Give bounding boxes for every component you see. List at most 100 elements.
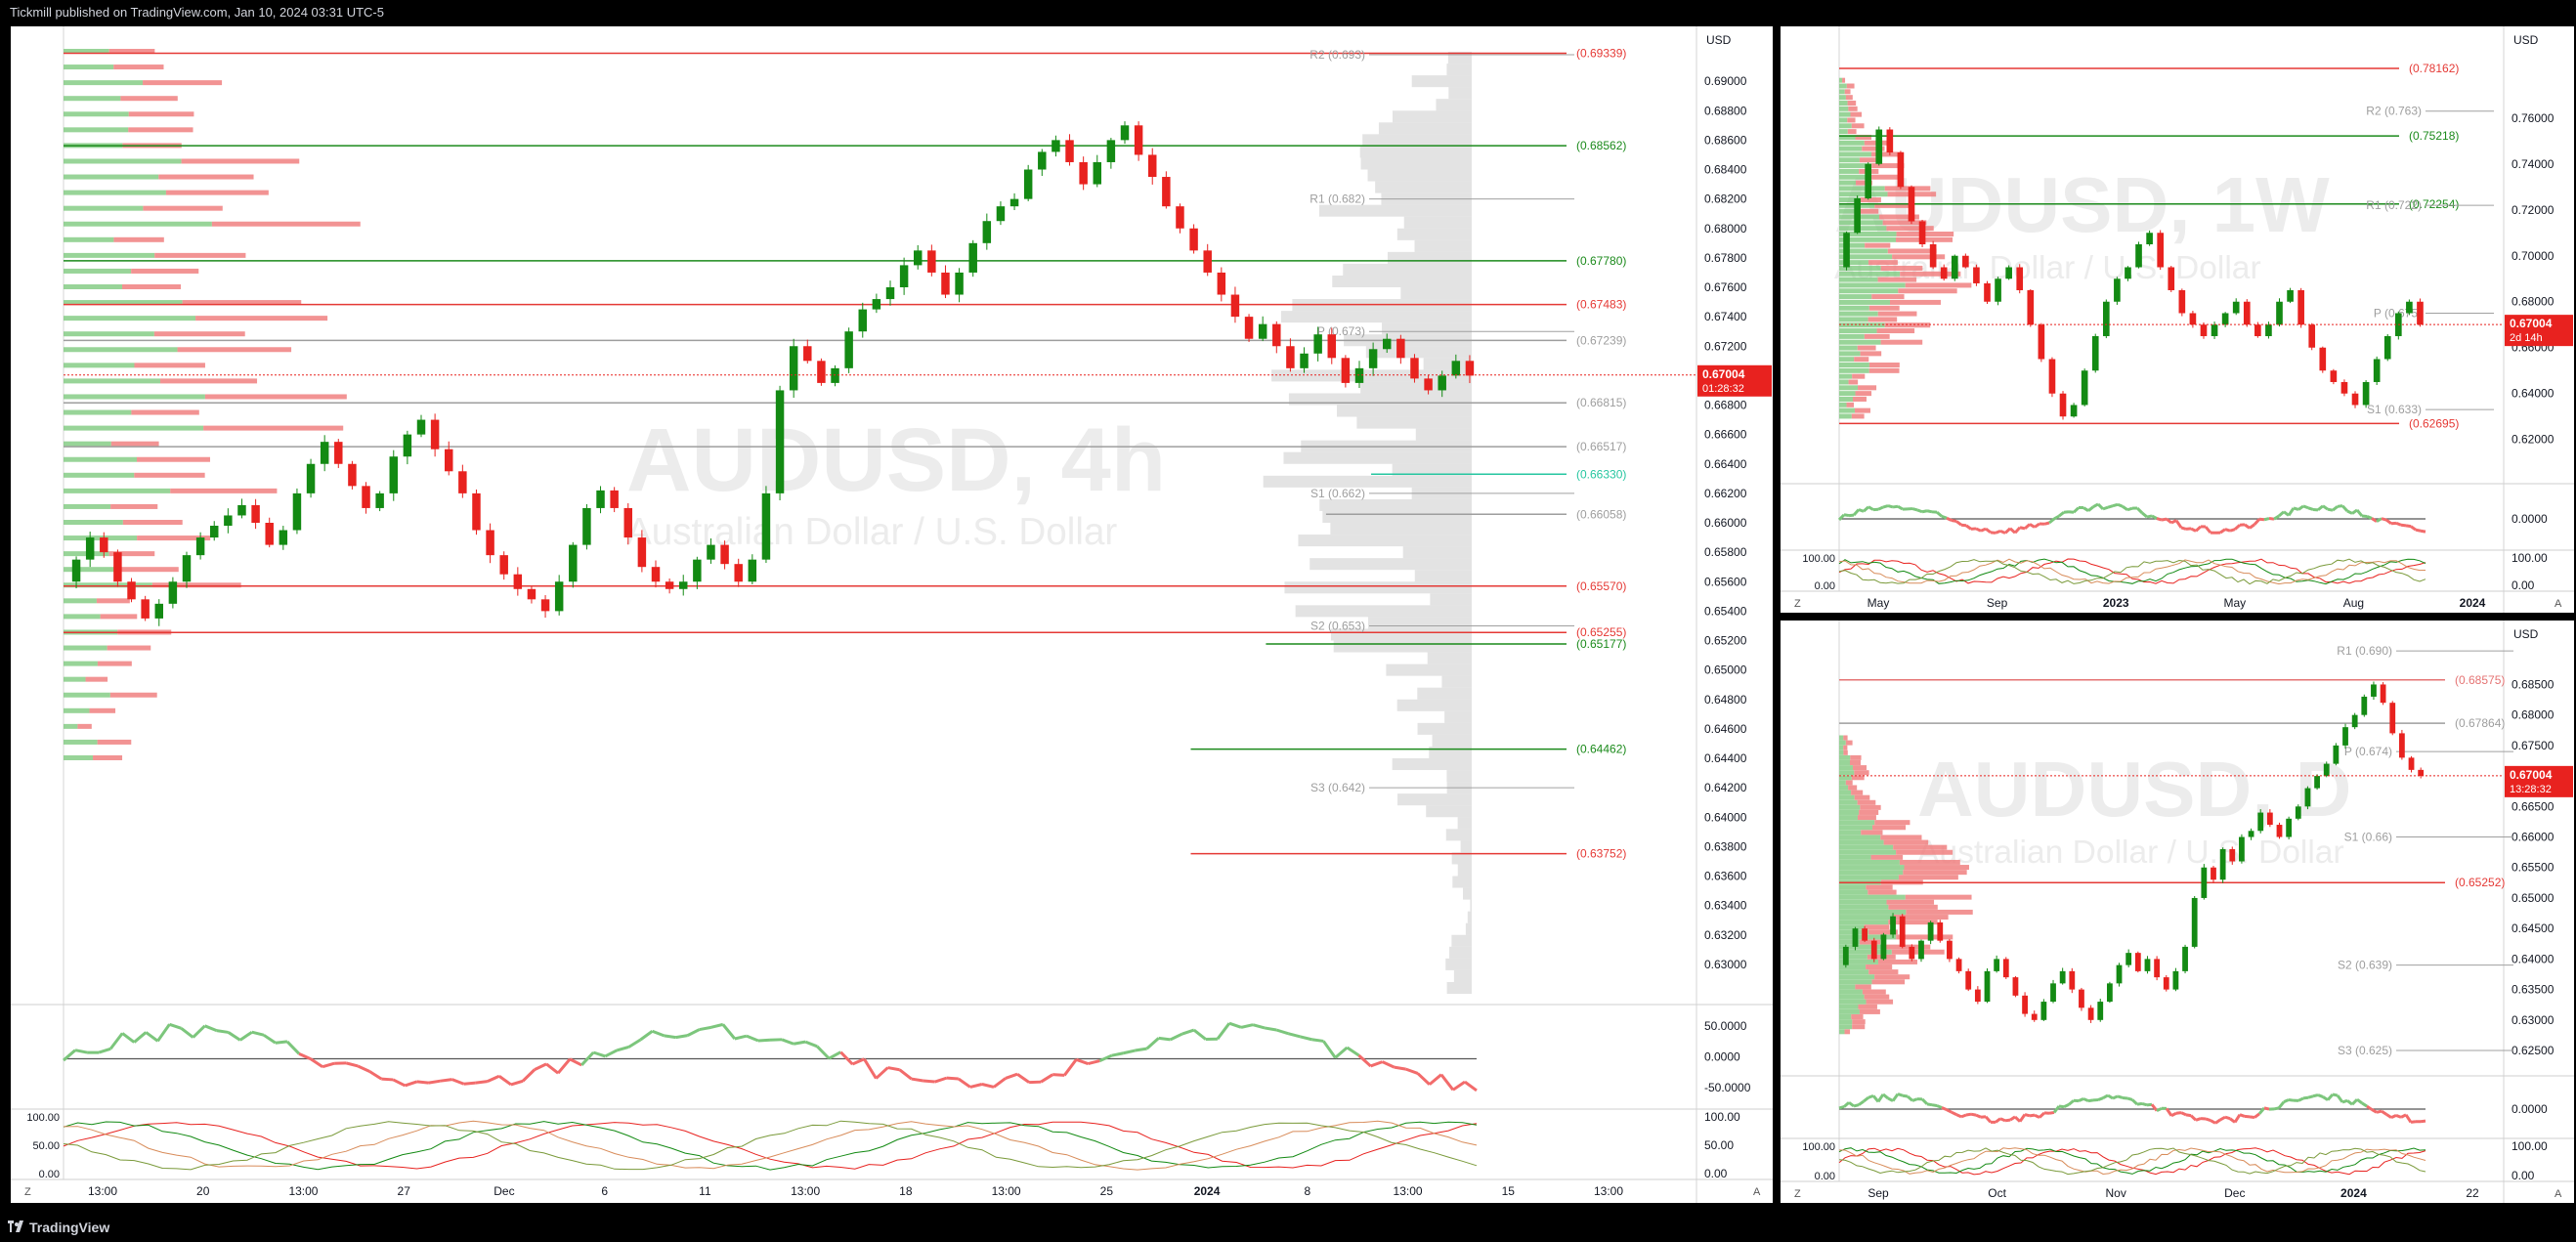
oscillator-segment <box>2052 1105 2061 1114</box>
oscillator-segment <box>1911 507 1918 512</box>
oscillator-segment <box>2346 1099 2353 1106</box>
volume-profile-right-bar <box>1378 122 1472 135</box>
volume-profile-bar-buy <box>64 441 111 447</box>
oscillator-segment <box>2102 505 2109 511</box>
oscillator-segment <box>1098 1053 1113 1062</box>
oscillator-segment <box>2415 528 2422 533</box>
volume-profile-right-bar <box>1309 558 1472 571</box>
volume-profile-bar-sell <box>1847 117 1856 123</box>
volume-profile-right-bar <box>1470 899 1472 912</box>
volume-profile-bar-buy <box>1839 835 1881 840</box>
volume-profile-bar-sell <box>151 582 241 588</box>
volume-profile-right-bar <box>1457 864 1472 877</box>
oscillator-segment <box>2390 1114 2397 1119</box>
oscillator-segment <box>2385 1113 2392 1119</box>
y-tick-label: 0.66800 <box>1704 399 1747 412</box>
oscillator-segment <box>1853 1103 1860 1108</box>
oscillator-segment <box>2327 507 2334 512</box>
candle-body <box>914 250 923 266</box>
candle-body <box>2168 267 2175 290</box>
volume-profile-bar-buy <box>1839 260 1868 266</box>
oscillator-segment <box>1322 1040 1337 1059</box>
chart-pane-daily[interactable]: AUDUSD, D Australian Dollar / U.S. Dollar… <box>1781 621 2574 1203</box>
volume-profile-right-bar <box>1284 581 1472 594</box>
timezone-icon: Z <box>1794 1188 1801 1200</box>
oscillator-segment <box>2122 505 2128 511</box>
oscillator-segment <box>2156 517 2163 522</box>
chart-pane-4h[interactable]: AUDUSD, 4h Australian Dollar / U.S. Dolla… <box>11 26 1773 1203</box>
volume-profile-bar-sell <box>158 174 254 180</box>
volume-profile-bar-buy <box>1839 402 1847 407</box>
volume-profile-right-bar <box>1298 535 1472 547</box>
oscillator-segment <box>804 1040 818 1049</box>
x-tick-label: 22 <box>2466 1186 2479 1200</box>
candle-body <box>817 361 826 383</box>
candle-body <box>1984 970 1991 1003</box>
volume-profile-right-bar <box>1451 934 1472 947</box>
volume-profile-bar-sell <box>1884 322 1931 328</box>
oscillator-segment <box>2307 1094 2314 1099</box>
volume-profile-bar-sell <box>100 614 138 620</box>
oscillator-segment <box>1862 505 1870 513</box>
candle-body <box>2266 812 2273 826</box>
candle-body <box>1886 129 1894 153</box>
y-tick-label: 0.68000 <box>2512 295 2555 309</box>
candle-body <box>1843 233 1850 268</box>
volume-profile-bar-sell <box>113 236 164 242</box>
volume-profile-bar-buy <box>1839 197 1861 203</box>
volume-profile-bar-buy <box>64 221 212 227</box>
oscillator-segment <box>1951 1110 1957 1116</box>
oscillator-segment <box>2024 523 2031 530</box>
candle-body <box>486 530 494 556</box>
y-tick-label: 0.67500 <box>2512 739 2555 752</box>
oscillator-segment <box>227 1031 241 1042</box>
volume-profile-bar-sell <box>1896 849 1953 855</box>
y-tick-label: 0.63000 <box>2512 1013 2555 1027</box>
candle-body <box>2287 289 2294 302</box>
y-tick-label: 0.63000 <box>1704 958 1747 971</box>
candle-body <box>2389 703 2396 734</box>
candle-body <box>734 564 743 582</box>
candle-body <box>2330 370 2338 382</box>
oscillator-segment <box>404 1080 417 1088</box>
level-label: (0.72254) <box>2409 197 2459 211</box>
candle-body <box>1038 151 1047 170</box>
oscillator-segment <box>2019 526 2026 531</box>
volume-profile-bar-sell <box>204 394 347 400</box>
pivot-label: S2 (0.653) <box>1310 619 1365 632</box>
volume-profile-bar-buy <box>1839 984 1856 990</box>
oscillator-segment <box>145 1031 159 1043</box>
oscillator-segment <box>934 1076 948 1084</box>
oscillator-segment <box>734 1034 748 1041</box>
oscillator-segment <box>2048 517 2055 525</box>
volume-profile-bar-buy <box>1839 815 1858 821</box>
volume-profile-bar-sell <box>1900 271 1961 277</box>
candle-body <box>2012 977 2019 996</box>
oscillator2-tick: 0.00 <box>2512 578 2535 592</box>
oscillator-segment <box>2371 1108 2378 1114</box>
candle-body <box>885 287 895 300</box>
volume-profile-bar-sell <box>1846 402 1855 407</box>
oscillator-segment <box>1170 1032 1183 1042</box>
volume-profile-right-bar <box>1336 405 1472 417</box>
oscillator-segment <box>263 1033 277 1045</box>
volume-profile-bar-sell <box>1847 129 1857 135</box>
volume-profile-bar-sell <box>1862 146 1885 151</box>
x-tick-label: May <box>1868 596 1890 610</box>
candle-body <box>1940 267 1948 279</box>
oscillator-segment <box>675 1034 688 1040</box>
oscillator-segment <box>2400 1113 2407 1119</box>
oscillator-segment <box>1216 1022 1231 1041</box>
volume-profile-bar-buy <box>1839 849 1897 855</box>
oscillator-segment <box>1970 1112 1977 1117</box>
candle-body <box>2383 335 2391 360</box>
candle-body <box>2211 867 2216 880</box>
oscillator-segment <box>1275 1028 1289 1036</box>
volume-profile-right-bar <box>1453 969 1472 982</box>
volume-profile-bar-sell <box>1888 904 1938 910</box>
volume-profile-bar-sell <box>1878 214 1919 220</box>
chart-pane-weekly[interactable]: AUDUSD, 1W Australian Dollar / U.S. Dolla… <box>1781 26 2574 613</box>
